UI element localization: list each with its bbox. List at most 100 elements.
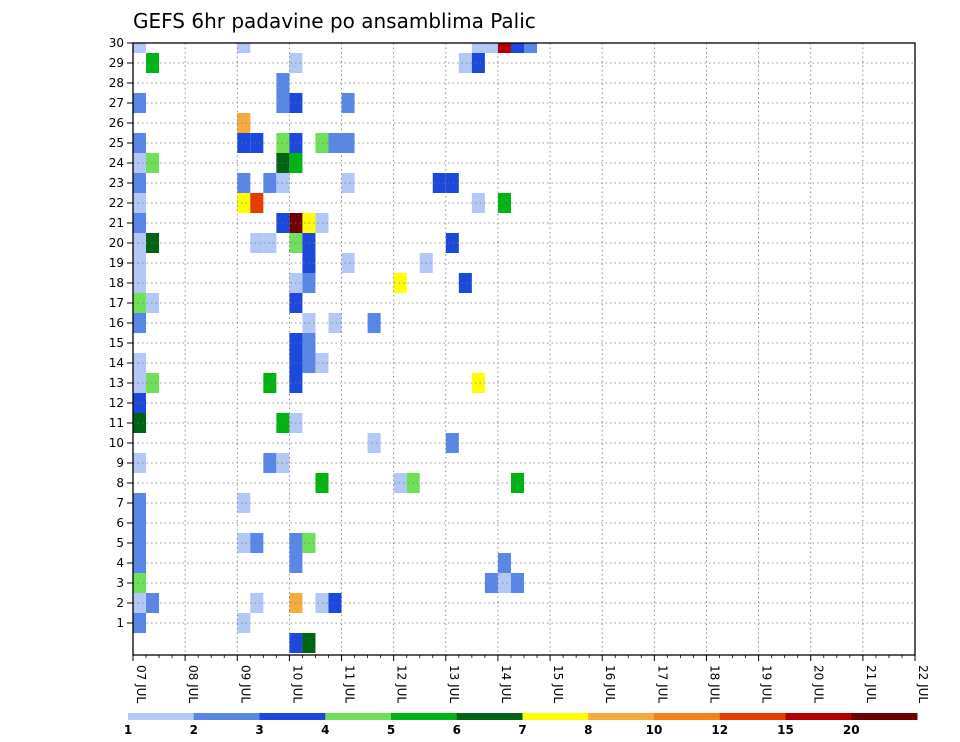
data-cell xyxy=(445,233,459,253)
data-cell xyxy=(250,533,264,553)
data-cell xyxy=(328,593,342,613)
chart-title: GEFS 6hr padavine po ansamblima Palic xyxy=(133,9,536,33)
colorbar-label: 6 xyxy=(453,723,461,737)
data-cell xyxy=(458,273,472,293)
data-cell xyxy=(133,353,147,373)
x-axis: 07 JUL 08 JUL 09 JUL 10 JUL 11 JUL 12 JUL 13 J… xyxy=(132,655,930,703)
data-cell xyxy=(524,43,538,53)
data-cell xyxy=(133,273,147,293)
data-cell xyxy=(133,493,147,513)
y-axis: 1234567891011121314151617181920212223242… xyxy=(109,36,133,630)
data-cell xyxy=(315,473,329,493)
data-cell xyxy=(133,153,147,173)
data-cell xyxy=(289,633,303,653)
data-cell xyxy=(497,573,511,593)
data-cell xyxy=(263,233,277,253)
data-cell xyxy=(471,373,485,393)
colorbar: 1 2 3 4 5 6 7 8 10 12 15 20 xyxy=(124,713,918,737)
y-tick-label: 4 xyxy=(116,556,124,570)
x-tick-label: 20 JUL xyxy=(812,665,826,703)
data-cell xyxy=(133,293,147,313)
colorbar-swatch xyxy=(456,713,523,720)
x-tick-label: 15 JUL xyxy=(551,665,565,703)
colorbar-swatch xyxy=(259,713,326,720)
data-cell xyxy=(146,53,160,73)
data-cell xyxy=(133,453,147,473)
y-tick-label: 13 xyxy=(109,376,124,390)
y-tick-label: 5 xyxy=(116,536,124,550)
x-tick-label: 07 JUL xyxy=(134,665,148,703)
x-tick-label: 21 JUL xyxy=(864,665,878,703)
data-cell xyxy=(133,43,147,53)
y-tick-label: 2 xyxy=(116,596,124,610)
data-cell xyxy=(367,313,381,333)
y-tick-label: 17 xyxy=(109,296,124,310)
colorbar-swatch xyxy=(785,713,852,720)
data-cell xyxy=(510,43,524,53)
y-tick-label: 15 xyxy=(109,336,124,350)
colorbar-label: 15 xyxy=(777,723,794,737)
data-cell xyxy=(250,193,264,213)
y-tick-label: 29 xyxy=(109,56,124,70)
y-tick-label: 21 xyxy=(109,216,124,230)
x-tick-label: 11 JUL xyxy=(343,665,357,703)
colorbar-swatch xyxy=(522,713,589,720)
data-cell xyxy=(393,473,407,493)
data-cell xyxy=(133,93,147,113)
y-tick-label: 23 xyxy=(109,176,124,190)
data-cell xyxy=(146,593,160,613)
data-cell xyxy=(510,473,524,493)
data-cell xyxy=(237,43,251,53)
data-cell xyxy=(133,593,147,613)
data-cell xyxy=(471,43,485,53)
data-cell xyxy=(263,453,277,473)
data-cell xyxy=(471,193,485,213)
y-tick-label: 18 xyxy=(109,276,124,290)
data-cell xyxy=(484,573,498,593)
y-tick-label: 12 xyxy=(109,396,124,410)
data-cell xyxy=(341,133,355,153)
colorbar-swatch xyxy=(654,713,721,720)
data-cell xyxy=(237,613,251,633)
data-cell xyxy=(302,633,316,653)
data-cell xyxy=(315,353,329,373)
data-cell xyxy=(133,173,147,193)
data-cell xyxy=(341,93,355,113)
x-tick-label: 16 JUL xyxy=(603,665,617,703)
data-cell xyxy=(133,373,147,393)
y-tick-label: 22 xyxy=(109,196,124,210)
y-tick-label: 27 xyxy=(109,96,124,110)
data-cell xyxy=(237,533,251,553)
x-tick-label: 12 JUL xyxy=(395,665,409,703)
data-cell xyxy=(263,373,277,393)
x-tick-label: 14 JUL xyxy=(499,665,513,703)
data-cell xyxy=(146,373,160,393)
y-tick-label: 26 xyxy=(109,116,124,130)
data-cell xyxy=(250,233,264,253)
data-cells xyxy=(133,43,538,653)
colorbar-swatch xyxy=(719,713,786,720)
colorbar-label: 5 xyxy=(387,723,395,737)
grid-lines xyxy=(133,42,915,655)
x-tick-label: 10 JUL xyxy=(290,665,304,703)
data-cell xyxy=(250,133,264,153)
data-cell xyxy=(133,613,147,633)
colorbar-label: 2 xyxy=(190,723,198,737)
data-cell xyxy=(484,43,498,53)
data-cell xyxy=(146,293,160,313)
colorbar-swatch xyxy=(128,713,195,720)
x-tick-label: 09 JUL xyxy=(238,665,252,703)
y-tick-label: 20 xyxy=(109,236,124,250)
data-cell xyxy=(146,233,160,253)
colorbar-label: 7 xyxy=(518,723,526,737)
data-cell xyxy=(133,413,147,433)
x-tick-label: 13 JUL xyxy=(447,665,461,703)
data-cell xyxy=(497,553,511,573)
colorbar-swatch xyxy=(325,713,392,720)
data-cell xyxy=(328,313,342,333)
data-cell xyxy=(341,173,355,193)
x-tick-label: 08 JUL xyxy=(186,665,200,703)
colorbar-label: 10 xyxy=(646,723,663,737)
data-cell xyxy=(263,173,277,193)
